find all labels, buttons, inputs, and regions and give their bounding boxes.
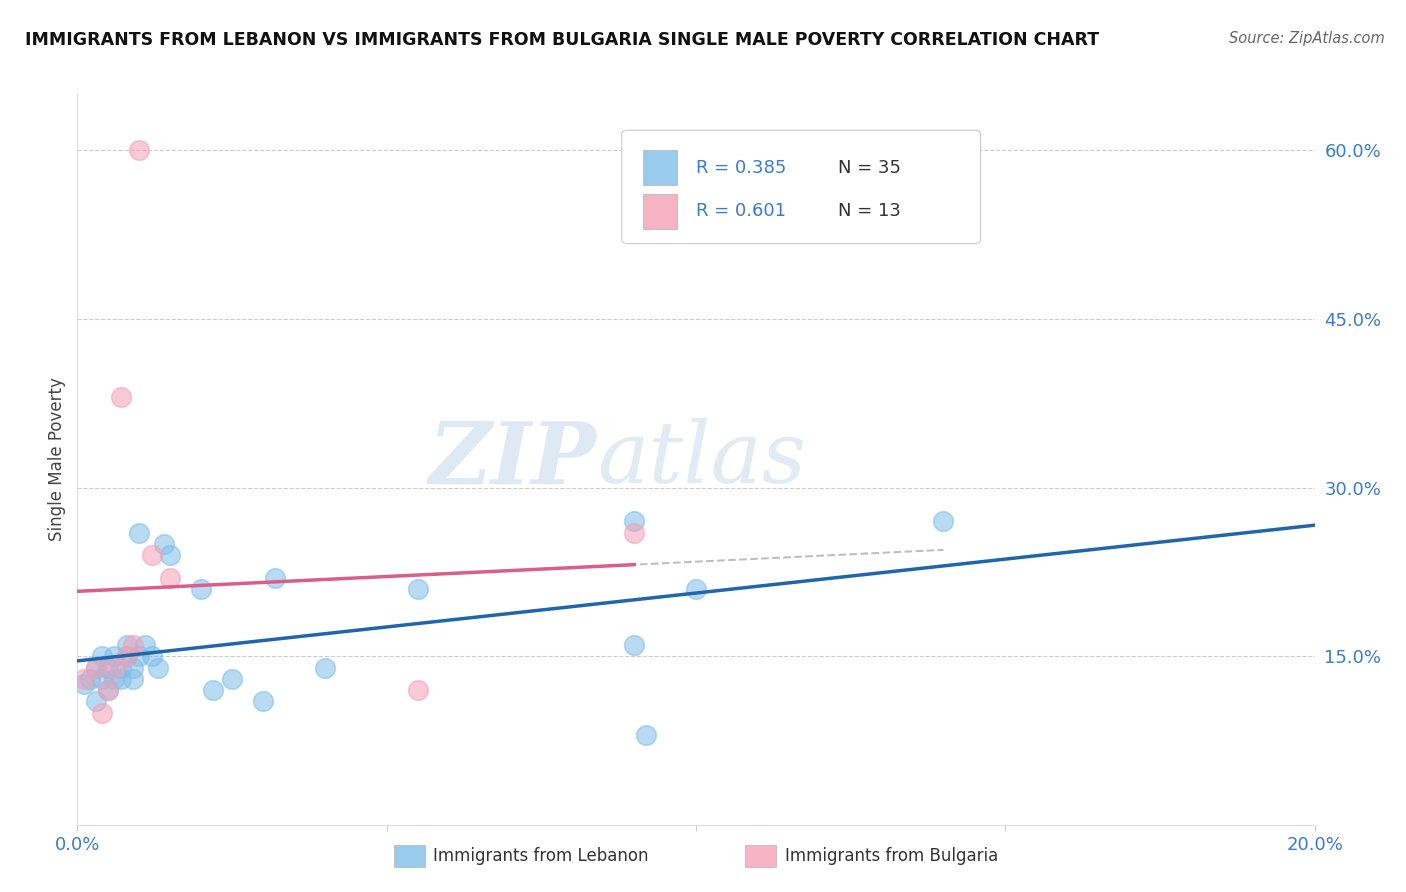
Point xyxy=(84,694,107,708)
FancyBboxPatch shape xyxy=(621,130,980,244)
Point xyxy=(134,638,156,652)
Point xyxy=(72,677,94,691)
Text: R = 0.601: R = 0.601 xyxy=(696,202,786,220)
FancyBboxPatch shape xyxy=(643,150,678,186)
Point xyxy=(103,672,125,686)
Point xyxy=(141,548,163,562)
Point xyxy=(72,672,94,686)
Point xyxy=(79,672,101,686)
Text: N = 13: N = 13 xyxy=(838,202,901,220)
Point xyxy=(141,649,163,664)
Point xyxy=(122,660,145,674)
Text: ZIP: ZIP xyxy=(429,417,598,501)
Point xyxy=(84,660,107,674)
Point xyxy=(97,660,120,674)
Point xyxy=(202,683,225,698)
Point xyxy=(623,638,645,652)
Text: IMMIGRANTS FROM LEBANON VS IMMIGRANTS FROM BULGARIA SINGLE MALE POVERTY CORRELAT: IMMIGRANTS FROM LEBANON VS IMMIGRANTS FR… xyxy=(25,31,1099,49)
Point xyxy=(314,660,336,674)
FancyBboxPatch shape xyxy=(745,845,776,867)
Text: N = 35: N = 35 xyxy=(838,159,901,177)
Point xyxy=(128,143,150,157)
Point xyxy=(190,582,212,596)
Text: Immigrants from Bulgaria: Immigrants from Bulgaria xyxy=(785,847,998,865)
Text: Source: ZipAtlas.com: Source: ZipAtlas.com xyxy=(1229,31,1385,46)
Point xyxy=(685,582,707,596)
Point xyxy=(115,649,138,664)
Text: Immigrants from Lebanon: Immigrants from Lebanon xyxy=(433,847,648,865)
Point xyxy=(91,649,114,664)
Point xyxy=(252,694,274,708)
Point xyxy=(153,537,176,551)
Point xyxy=(97,683,120,698)
Point xyxy=(128,649,150,664)
Point xyxy=(406,582,429,596)
Point xyxy=(91,672,114,686)
Point xyxy=(110,660,132,674)
Point xyxy=(406,683,429,698)
Point xyxy=(115,649,138,664)
Point xyxy=(122,638,145,652)
FancyBboxPatch shape xyxy=(643,194,678,229)
Point xyxy=(623,525,645,540)
Point xyxy=(97,683,120,698)
Point xyxy=(636,728,658,742)
Point xyxy=(159,548,181,562)
Point xyxy=(110,672,132,686)
Point xyxy=(932,514,955,528)
Point xyxy=(159,570,181,584)
Point xyxy=(91,706,114,720)
Point xyxy=(264,570,287,584)
Text: R = 0.385: R = 0.385 xyxy=(696,159,786,177)
Y-axis label: Single Male Poverty: Single Male Poverty xyxy=(48,377,66,541)
Point xyxy=(115,638,138,652)
Point xyxy=(221,672,243,686)
Point xyxy=(122,672,145,686)
FancyBboxPatch shape xyxy=(394,845,425,867)
Text: atlas: atlas xyxy=(598,418,806,500)
Point xyxy=(110,391,132,405)
Point xyxy=(623,514,645,528)
Point xyxy=(128,525,150,540)
Point xyxy=(84,660,107,674)
Point xyxy=(103,649,125,664)
Point xyxy=(103,660,125,674)
Point xyxy=(146,660,169,674)
